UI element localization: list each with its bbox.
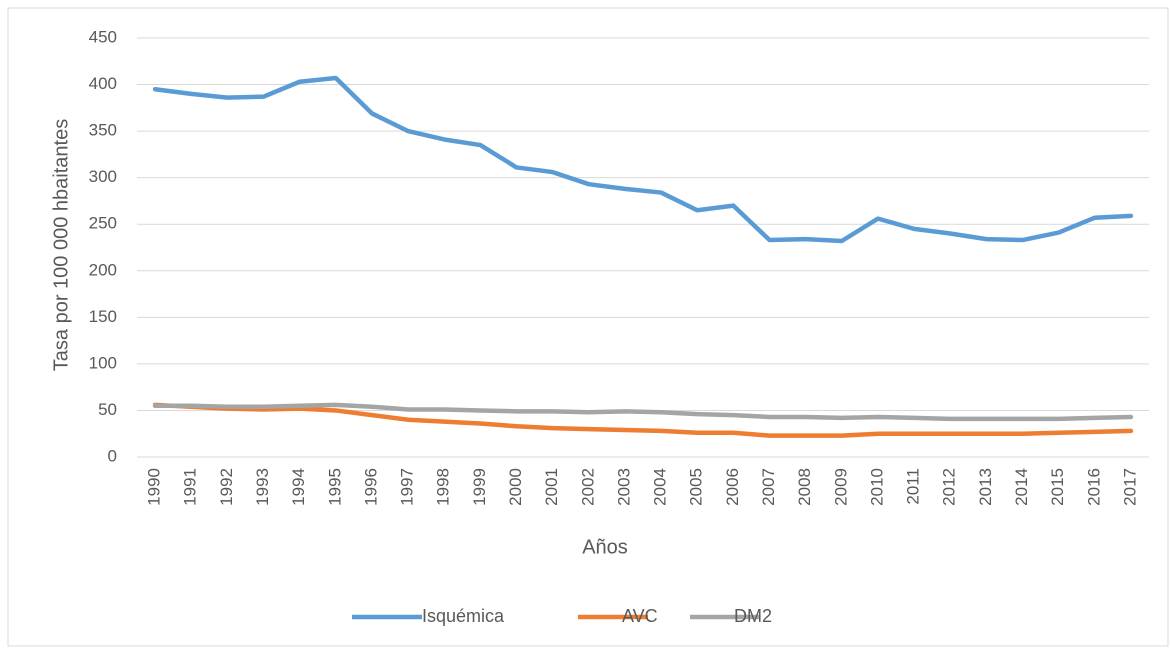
x-tick-label: 2017 xyxy=(1120,468,1139,506)
y-tick-label: 200 xyxy=(89,260,117,279)
x-tick-label: 1997 xyxy=(398,468,417,506)
y-tick-label: 0 xyxy=(108,446,117,465)
x-tick-label: 2006 xyxy=(723,468,742,506)
x-tick-label: 1995 xyxy=(325,468,344,506)
x-axis-title: Años xyxy=(582,536,628,558)
x-tick-label: 1991 xyxy=(181,468,200,506)
legend-label: DM2 xyxy=(734,606,772,626)
x-tick-label: 2002 xyxy=(578,468,597,506)
x-tick-label: 2005 xyxy=(687,468,706,506)
x-tick-label: 2010 xyxy=(867,468,886,506)
x-tick-label: 2000 xyxy=(506,468,525,506)
x-tick-label: 2007 xyxy=(759,468,778,506)
x-tick-label: 2016 xyxy=(1084,468,1103,506)
x-tick-label: 1992 xyxy=(217,468,236,506)
x-tick-label: 2008 xyxy=(795,468,814,506)
y-tick-label: 400 xyxy=(89,74,117,93)
x-tick-label: 1993 xyxy=(253,468,272,506)
x-tick-label: 2013 xyxy=(976,468,995,506)
x-tick-label: 2015 xyxy=(1048,468,1067,506)
y-tick-label: 100 xyxy=(89,353,117,372)
y-tick-label: 350 xyxy=(89,121,117,140)
y-tick-label: 50 xyxy=(98,400,117,419)
x-tick-label: 1998 xyxy=(434,468,453,506)
x-tick-label: 1994 xyxy=(289,468,308,506)
x-tick-label: 2014 xyxy=(1012,468,1031,506)
x-tick-label: 2004 xyxy=(651,468,670,506)
x-tick-label: 2009 xyxy=(831,468,850,506)
x-tick-label: 2003 xyxy=(614,468,633,506)
line-series xyxy=(152,402,1134,438)
legend-label: AVC xyxy=(622,606,658,626)
y-tick-label: 250 xyxy=(89,214,117,233)
x-tick-label: 2001 xyxy=(542,468,561,506)
line-series xyxy=(152,75,1134,244)
line-series xyxy=(152,402,1134,422)
chart-border xyxy=(7,7,1169,647)
x-tick-label: 2012 xyxy=(940,468,959,506)
legend-label: Isquémica xyxy=(422,606,505,626)
y-tick-label: 150 xyxy=(89,307,117,326)
y-tick-label: 300 xyxy=(89,167,117,186)
x-tick-label: 2011 xyxy=(904,468,923,505)
y-tick-label: 450 xyxy=(89,27,117,46)
x-tick-label: 1996 xyxy=(361,468,380,506)
x-tick-label: 1999 xyxy=(470,468,489,506)
y-axis-title: Tasa por 100 000 hbaitantes xyxy=(50,119,72,371)
x-tick-label: 1990 xyxy=(145,468,164,506)
